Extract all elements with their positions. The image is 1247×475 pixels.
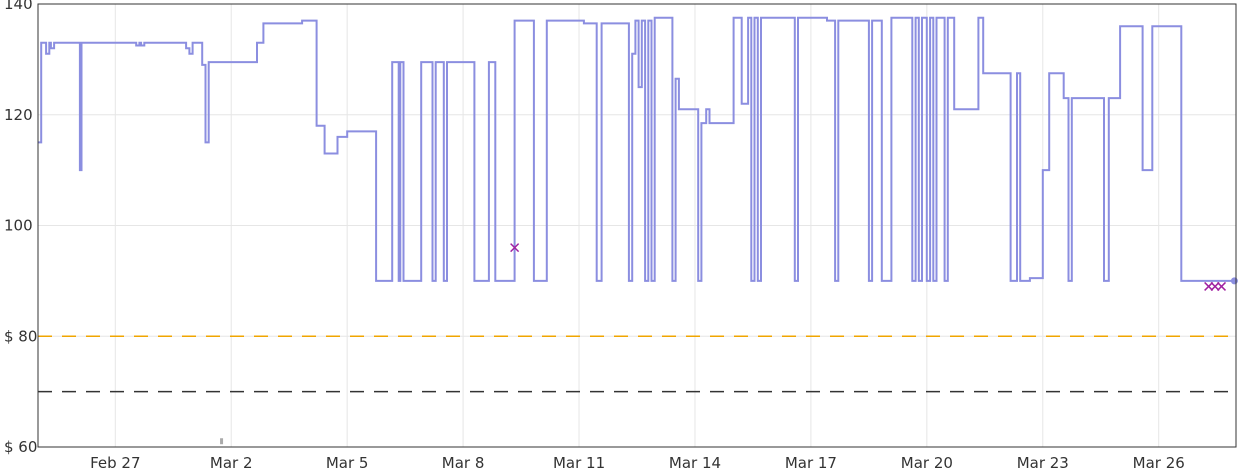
y-tick-label: $ 80 (4, 327, 37, 345)
x-marker (1204, 281, 1214, 291)
x-tick-label: Mar 14 (669, 454, 721, 472)
x-marker (510, 243, 520, 253)
y-tick-label: 120 (4, 106, 33, 124)
x-tick-label: Mar 23 (1017, 454, 1069, 472)
x-tick-label: Mar 8 (442, 454, 485, 472)
x-tick-label: Mar 17 (785, 454, 837, 472)
x-tick-label: Mar 5 (326, 454, 369, 472)
event-tick-marker (220, 438, 224, 445)
x-tick-label: Mar 26 (1133, 454, 1185, 472)
marker-layer (220, 243, 1238, 445)
x-marker (1210, 281, 1220, 291)
price-series-line (38, 16, 1235, 282)
y-tick-label: 140 (4, 0, 33, 13)
x-tick-label: Mar 2 (210, 454, 253, 472)
x-tick-label: Feb 27 (90, 454, 140, 472)
x-tick-label: Mar 11 (553, 454, 605, 472)
y-tick-label: 100 (4, 217, 33, 235)
x-axis-labels: Feb 27 Mar 2 Mar 5 Mar 8 Mar 11 Mar 14 Mar 17 M… (90, 454, 1185, 472)
series-layer (38, 16, 1235, 282)
reference-lines (38, 335, 1236, 393)
y-gridlines (38, 3, 1236, 448)
x-tick-label: Mar 20 (901, 454, 953, 472)
y-tick-label: $ 60 (4, 438, 37, 456)
y-axis-labels: $ 60 $ 80 100 120 140 (4, 0, 37, 456)
x-marker (1216, 281, 1227, 291)
plot-frame (37, 3, 1237, 448)
end-point-dot (1230, 277, 1238, 285)
